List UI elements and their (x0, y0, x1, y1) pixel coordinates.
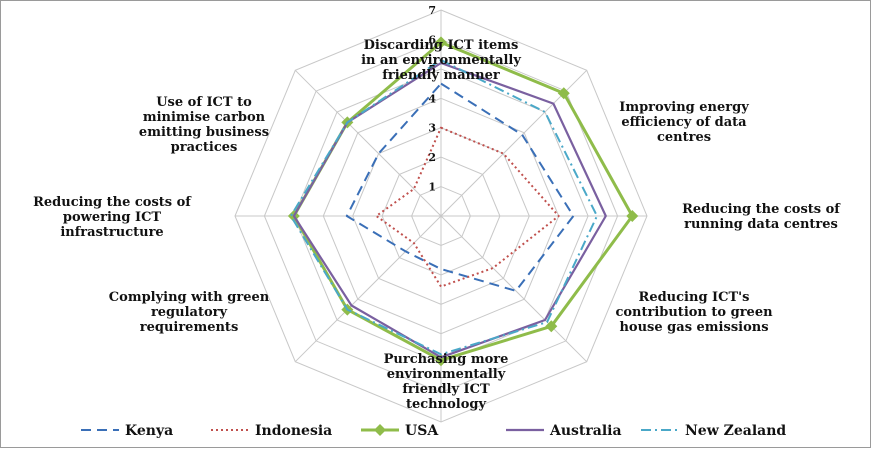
series-line-australia (292, 61, 607, 359)
axis-label-line: Reducing ICT's (639, 290, 750, 305)
axis-label-line: Improving energy (619, 100, 749, 115)
legend-label: New Zealand (685, 423, 786, 439)
axis-label: Use of ICT to minimise carbon emitting bus… (139, 95, 269, 155)
axis-label: Complying with green regulatory requiremen… (109, 290, 270, 335)
radial-ticks: 1 2 3 4 5 6 7 (428, 4, 436, 194)
tick-label: 5 (428, 63, 436, 76)
legend-label: Kenya (125, 423, 173, 439)
grid-spoke (440, 215, 588, 363)
axis-label-line: powering ICT (63, 210, 162, 225)
axis-label-line: Reducing the costs of (33, 195, 192, 210)
axis-label-line: Reducing the costs of (682, 202, 841, 217)
axis-label-line: Complying with green (109, 290, 270, 305)
grid-spoke (294, 69, 442, 217)
axis-label-line: efficiency of data (621, 115, 747, 130)
legend-label: Indonesia (255, 423, 332, 439)
tick-label: 2 (428, 151, 436, 164)
legend-marker (374, 424, 386, 436)
axis-label-line: friendly ICT (402, 382, 490, 397)
axis-label: Improving energy efficiency of data centre… (619, 100, 749, 145)
axis-labels: Discarding ICT items in an environmentall… (33, 38, 841, 412)
axis-label: Reducing ICT's contribution to green house… (615, 290, 773, 335)
series-lines (287, 36, 639, 367)
axis-label-line: in an environmentally (361, 53, 521, 68)
axis-label-line: emitting business (139, 125, 269, 140)
series-line-new-zealand (289, 59, 598, 356)
axis-label-line: Discarding ICT items (364, 38, 519, 53)
tick-label: 3 (428, 122, 436, 135)
axis-label-line: house gas emissions (619, 320, 768, 335)
axis-label-line: friendly manner (382, 68, 500, 83)
axis-label-line: technology (406, 397, 486, 412)
axis-label-line: centres (657, 130, 711, 145)
series-line-indonesia (375, 126, 560, 288)
tick-label: 6 (428, 33, 436, 46)
axis-label-line: environmentally (387, 367, 506, 382)
axis-label-line: regulatory (151, 305, 228, 320)
axis-label: Reducing the costs of powering ICT infrast… (33, 195, 192, 240)
tick-label: 1 (428, 181, 436, 194)
series-line-kenya (345, 82, 575, 292)
axis-label-line: practices (171, 140, 238, 155)
usa-marker (557, 87, 570, 100)
legend-label: Australia (549, 423, 622, 439)
usa-marker (545, 320, 558, 333)
axis-label: Reducing the costs of running data centre… (682, 202, 841, 232)
usa-marker (435, 36, 447, 49)
axis-label-line: contribution to green (615, 305, 773, 320)
axis-label-line: running data centres (684, 217, 838, 232)
axis-label-line: Use of ICT to (156, 95, 252, 110)
axis-label-line: requirements (140, 320, 239, 335)
axis-label: Purchasing more environmentally friendly I… (384, 352, 509, 412)
usa-marker (626, 210, 639, 222)
axis-label-line: minimise carbon (143, 110, 266, 125)
grid-spoke (294, 215, 442, 363)
legend: Kenya Indonesia USA Australia New Zealand (81, 423, 786, 439)
tick-label: 7 (428, 4, 436, 17)
axis-label-line: Purchasing more (384, 352, 509, 367)
tick-label: 4 (428, 92, 436, 105)
axis-label: Discarding ICT items in an environmentall… (361, 38, 521, 83)
legend-label: USA (405, 423, 439, 439)
axis-label-line: infrastructure (60, 225, 163, 240)
